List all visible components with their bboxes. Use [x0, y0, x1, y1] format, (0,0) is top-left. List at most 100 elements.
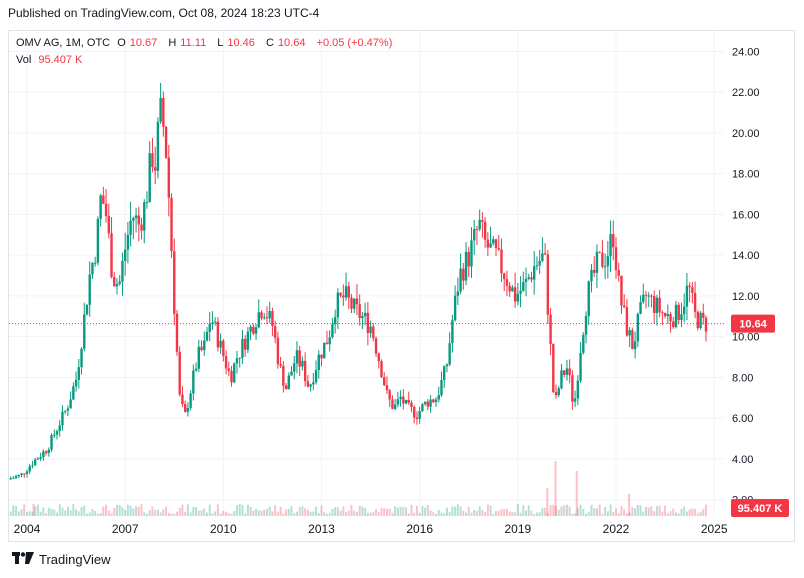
candle-body — [489, 243, 492, 248]
volume-bar — [42, 507, 45, 516]
candle-body — [63, 410, 67, 412]
volume-bar — [454, 506, 457, 516]
volume-bar — [391, 512, 394, 516]
candle-body — [69, 399, 72, 409]
candle-body — [314, 370, 318, 383]
volume-bar — [323, 512, 326, 516]
volume-bar — [124, 509, 127, 516]
y-tick-label: 8.00 — [732, 372, 753, 384]
candle-body — [669, 314, 672, 322]
volume-bar — [405, 507, 408, 516]
volume-bar — [159, 512, 162, 516]
candle-body — [399, 396, 402, 400]
candle-body — [658, 297, 661, 313]
candle-body — [192, 370, 195, 394]
candle-body — [203, 340, 206, 351]
candle-body — [652, 296, 656, 313]
candle-body — [317, 354, 320, 371]
candle-body — [17, 474, 21, 477]
volume-bar — [615, 508, 618, 516]
volume-bar — [110, 513, 113, 516]
volume-bar — [424, 507, 427, 516]
candle-body — [312, 382, 315, 385]
volume-bar — [216, 504, 219, 516]
tradingview-logo[interactable]: TradingView — [12, 552, 111, 567]
volume-bar — [257, 510, 260, 516]
volume-bar — [658, 505, 661, 516]
candle-body — [213, 321, 217, 323]
candle-body — [445, 364, 449, 367]
candle-body — [243, 338, 247, 350]
volume-bar — [579, 504, 582, 516]
candle-body — [587, 281, 590, 316]
candle-body — [434, 399, 438, 403]
candle-body — [276, 337, 280, 365]
x-tick-label: 2007 — [112, 522, 139, 536]
volume-bar — [274, 505, 277, 516]
volume-bar — [20, 509, 23, 516]
volume-bar — [137, 506, 140, 516]
candle-body — [85, 304, 89, 315]
x-tick-label: 2004 — [14, 522, 41, 536]
candle-body — [233, 363, 236, 383]
volume-bar — [99, 512, 102, 516]
volume-bar — [576, 507, 579, 516]
volume-bar — [415, 505, 418, 516]
y-tick-label: 14.00 — [732, 250, 760, 262]
candle-body — [12, 477, 15, 479]
candle-body — [603, 266, 607, 268]
volume-bar — [568, 506, 571, 516]
candle-body — [273, 326, 277, 338]
candle-body — [140, 224, 143, 231]
candle-body — [88, 274, 91, 305]
candle-body — [374, 338, 378, 354]
candle-body — [369, 326, 372, 334]
candle-body — [58, 425, 61, 432]
volume-bar — [17, 511, 20, 516]
candle-body — [222, 340, 225, 357]
volume-bar — [574, 513, 577, 516]
volume-bar — [511, 511, 514, 516]
candle-body — [595, 251, 599, 273]
volume-bar — [696, 513, 699, 516]
candle-body — [28, 466, 31, 472]
volume-bar — [295, 511, 298, 516]
candle-body — [129, 220, 132, 235]
volume-bar — [481, 509, 484, 516]
candle-body — [110, 233, 113, 277]
volume-bar — [541, 507, 544, 516]
candle-body — [257, 312, 260, 328]
volume-bar — [189, 512, 192, 516]
candle-body — [388, 390, 391, 400]
candle-body — [437, 395, 440, 400]
volume-bar — [620, 505, 623, 516]
candle-body — [254, 327, 258, 334]
volume-bar — [585, 513, 588, 516]
candle-body — [132, 218, 135, 221]
volume-bar — [587, 511, 590, 516]
volume-bar — [304, 508, 307, 516]
volume-bar — [514, 512, 517, 516]
candle-body — [252, 326, 255, 334]
volume-bar — [380, 508, 383, 516]
candle-body — [478, 219, 481, 230]
candle-body — [353, 298, 356, 309]
candle-body — [159, 97, 162, 122]
candle-body — [494, 239, 498, 249]
candle-body — [74, 379, 78, 387]
volume-bar — [467, 506, 470, 516]
volume-bar — [642, 511, 645, 516]
x-tick-label: 2025 — [701, 522, 728, 536]
volume-bar — [426, 504, 429, 516]
volume-bar — [421, 505, 424, 516]
chart-frame — [8, 30, 795, 542]
volume-bar — [516, 504, 519, 516]
candle-body — [592, 269, 596, 273]
candle-body — [650, 295, 653, 297]
volume-bar — [268, 506, 271, 516]
volume-bar — [320, 505, 323, 516]
volume-badge — [731, 499, 789, 517]
candle-body — [462, 268, 465, 281]
candle-body — [617, 270, 620, 276]
